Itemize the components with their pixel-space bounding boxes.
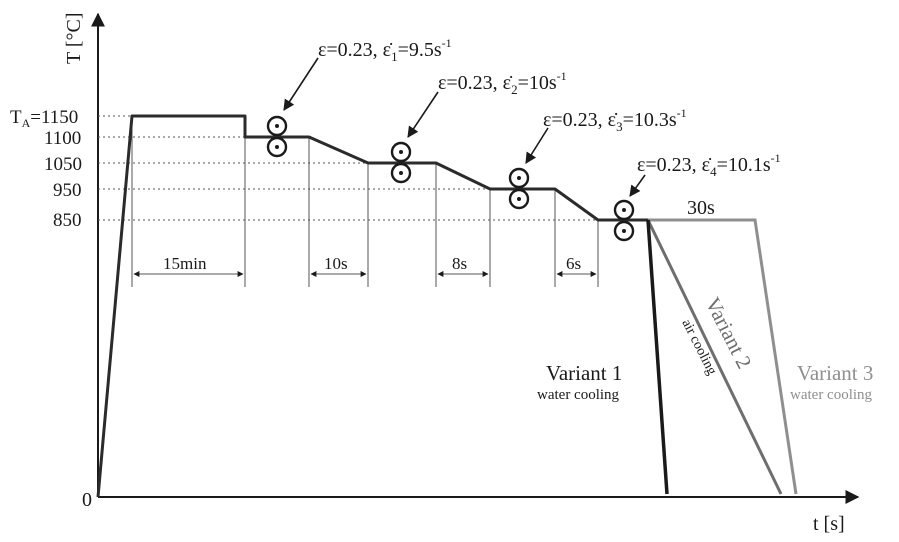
- x-axis-label: t [s]: [813, 513, 845, 535]
- variant1-title: Variant 1: [546, 361, 622, 385]
- variant3-title: Variant 3: [797, 361, 873, 385]
- variant1-path: [646, 219, 669, 495]
- interval-label-p3: 6s: [566, 254, 581, 273]
- pass-annotation-1: ε=0.23, ε̇1=9.5s-1: [318, 36, 452, 64]
- interval-label-p1: 10s: [324, 254, 348, 273]
- y-tick-1150: TA=1150: [10, 107, 78, 130]
- interval-label-hold: 15min: [163, 254, 207, 273]
- y-tick-850: 850: [53, 210, 82, 231]
- pass-pointer-1: [283, 57, 319, 111]
- interval-label-p2: 8s: [452, 254, 467, 273]
- pass-annotation-4: ε=0.23, ε̇4=10.1s-1: [637, 151, 781, 179]
- y-tick-1050: 1050: [44, 154, 82, 175]
- variant2-path: [646, 219, 783, 495]
- variant1-subtitle: water cooling: [537, 387, 620, 403]
- y-tick-1100: 1100: [44, 128, 81, 149]
- final-hold-label: 30s: [687, 197, 715, 219]
- variant3-path: [648, 218, 798, 495]
- y-tick-950: 950: [53, 180, 82, 201]
- variant3-subtitle: water cooling: [790, 387, 873, 403]
- roll-pair-2: [390, 141, 412, 184]
- temperature-path: [96, 114, 648, 498]
- roll-pair-4: [613, 199, 635, 242]
- y-axis-label: T [°C]: [63, 12, 85, 64]
- pass-annotation-2: ε=0.23, ε̇2=10s-1: [438, 69, 567, 97]
- origin-label: 0: [82, 489, 92, 511]
- roll-pair-3: [508, 167, 530, 210]
- pass-annotation-3: ε=0.23, ε̇3=10.3s-1: [543, 106, 687, 134]
- pass-pointer-2: [407, 91, 439, 138]
- pass-pointer-3: [525, 127, 549, 164]
- pass-pointer-4: [629, 174, 646, 197]
- roll-pair-1: [266, 115, 288, 158]
